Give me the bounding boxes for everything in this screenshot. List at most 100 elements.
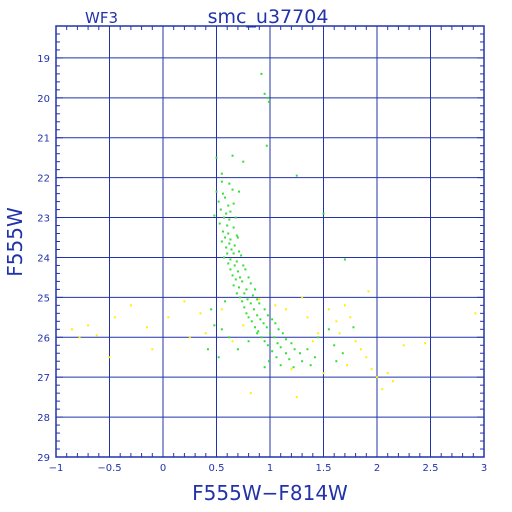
- data-point: [213, 324, 216, 327]
- data-point: [145, 326, 148, 329]
- data-point: [234, 216, 237, 219]
- y-tick-labels: 19 20 21 22 23 24 25 26 27 28 29: [37, 54, 50, 464]
- data-points: [71, 72, 477, 399]
- data-point: [229, 210, 232, 213]
- field-label: WF3: [85, 9, 118, 27]
- data-point: [251, 294, 254, 297]
- data-point: [367, 290, 370, 293]
- data-point: [225, 212, 228, 215]
- data-point: [220, 172, 223, 175]
- data-point: [327, 328, 330, 331]
- data-point: [381, 388, 384, 391]
- data-point: [213, 214, 216, 217]
- data-point: [229, 258, 232, 261]
- data-point: [221, 230, 224, 233]
- x-tick-label: −1: [49, 463, 64, 474]
- data-point: [151, 348, 154, 351]
- data-point: [343, 258, 346, 261]
- data-point: [242, 264, 245, 267]
- data-point: [335, 360, 338, 363]
- data-point: [224, 300, 227, 303]
- data-point: [231, 154, 234, 157]
- data-point: [224, 196, 227, 199]
- data-point: [306, 348, 309, 351]
- data-point: [285, 308, 288, 311]
- data-point: [317, 332, 320, 335]
- data-point: [392, 380, 395, 383]
- data-point: [354, 340, 357, 343]
- data-point: [285, 338, 288, 341]
- data-point: [256, 314, 259, 317]
- data-point: [341, 352, 344, 355]
- data-point: [242, 324, 245, 327]
- data-point: [424, 342, 427, 345]
- data-point: [292, 366, 295, 369]
- data-point: [279, 364, 282, 367]
- data-point: [239, 276, 242, 279]
- data-point: [228, 218, 231, 221]
- data-point: [266, 96, 269, 99]
- y-tick-label: 24: [37, 253, 50, 264]
- data-point: [210, 308, 213, 311]
- data-point: [247, 276, 250, 279]
- data-point: [221, 192, 224, 195]
- x-tick-label: 2: [374, 463, 380, 474]
- data-point: [352, 326, 355, 329]
- data-point: [376, 376, 378, 379]
- y-tick-label: 21: [37, 134, 50, 145]
- data-point: [301, 360, 304, 363]
- data-point: [295, 174, 298, 177]
- data-point: [265, 144, 268, 147]
- data-point: [402, 344, 405, 347]
- data-point: [231, 188, 234, 191]
- data-point: [274, 304, 277, 307]
- data-point: [220, 180, 223, 183]
- data-point: [226, 224, 229, 227]
- y-tick-label: 19: [37, 54, 50, 65]
- x-tick-labels: −1 −0.5 0 0.5 1 1.5 2 2.5 3: [49, 463, 488, 474]
- y-tick-label: 29: [37, 453, 50, 464]
- data-point: [87, 324, 90, 327]
- data-point: [290, 342, 293, 345]
- data-point: [218, 222, 221, 225]
- data-point: [227, 262, 230, 265]
- data-point: [263, 308, 266, 311]
- data-point: [241, 280, 244, 283]
- data-point: [215, 190, 218, 193]
- data-point: [241, 300, 244, 303]
- data-point: [258, 298, 261, 301]
- data-point: [78, 336, 81, 339]
- data-point: [254, 326, 257, 329]
- data-point: [262, 322, 265, 325]
- data-point: [260, 72, 263, 75]
- data-point: [224, 236, 227, 239]
- data-point: [247, 316, 250, 319]
- data-point: [108, 356, 111, 359]
- y-tick-label: 22: [37, 174, 50, 185]
- x-tick-label: 0: [160, 463, 166, 474]
- data-point: [250, 320, 253, 323]
- data-point: [231, 340, 234, 343]
- data-point: [257, 330, 260, 333]
- data-point: [311, 340, 314, 343]
- y-tick-label: 27: [37, 373, 50, 384]
- y-axis-label: F555W: [3, 207, 27, 277]
- data-point: [306, 316, 309, 319]
- data-point: [167, 316, 170, 319]
- data-point: [243, 292, 246, 295]
- data-point: [295, 396, 298, 399]
- data-point: [235, 234, 238, 237]
- data-point: [277, 328, 280, 331]
- data-point: [271, 350, 274, 353]
- data-point: [333, 344, 336, 347]
- data-point: [265, 326, 268, 329]
- data-point: [346, 364, 349, 367]
- data-point: [229, 268, 232, 271]
- data-point: [313, 356, 316, 359]
- data-point: [386, 372, 389, 375]
- data-point: [71, 328, 74, 331]
- data-point: [228, 336, 231, 339]
- data-point: [229, 238, 232, 241]
- y-tick-label: 23: [37, 214, 50, 225]
- data-point: [335, 320, 338, 323]
